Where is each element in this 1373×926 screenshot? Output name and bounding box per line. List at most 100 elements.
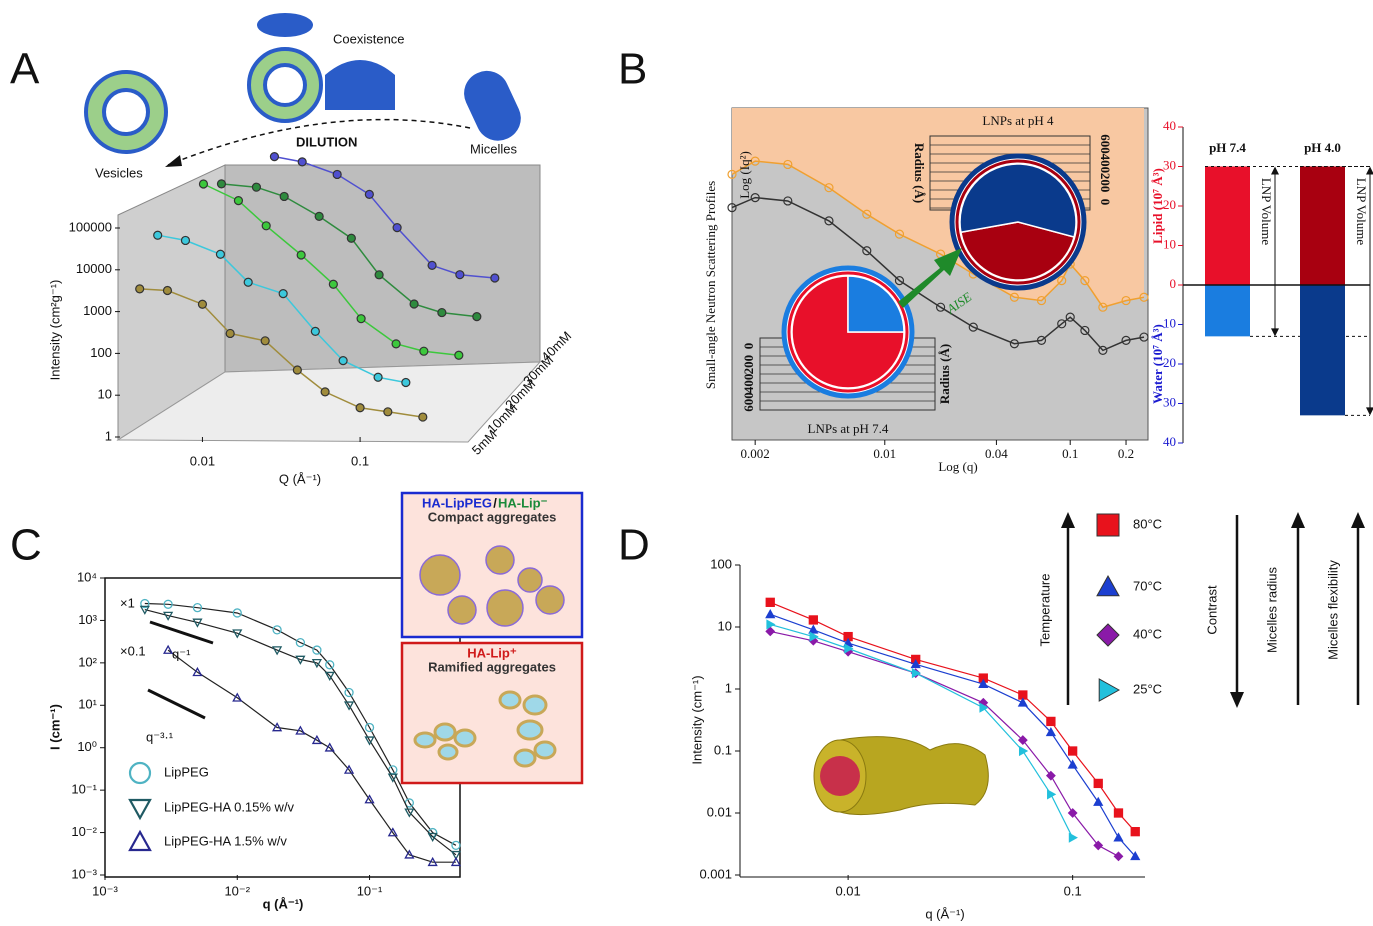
y-tick-label: 0.1 <box>714 742 732 757</box>
annotation: DILUTION <box>296 134 357 149</box>
x-tick-label: 10⁻¹ <box>357 883 383 898</box>
marker <box>473 313 481 321</box>
annotation: q⁻¹ <box>172 646 191 661</box>
marker <box>1114 809 1122 817</box>
arrow-head <box>1366 407 1373 415</box>
x-tick-label: 0.1 <box>351 453 369 468</box>
annotation: Vesicles <box>95 165 143 180</box>
radius-tick-label: 600 <box>1098 134 1113 154</box>
marker <box>293 366 301 374</box>
series-line <box>770 631 1118 856</box>
annotation: Micelles radius <box>1264 567 1279 653</box>
annotation: Temperature <box>1037 574 1052 647</box>
series-line <box>770 614 1135 856</box>
x-tick-label: 0.1 <box>1062 446 1078 461</box>
annotation: Log (Iq²) <box>737 151 752 199</box>
annotation: ×0.1 <box>120 643 146 658</box>
x-axis-label: q (Å⁻¹) <box>925 906 964 921</box>
x-tick-label: 0.01 <box>873 446 896 461</box>
radius-tick-label: 200 <box>741 355 756 375</box>
marker <box>311 327 319 335</box>
marker <box>261 337 269 345</box>
marker <box>491 274 499 282</box>
radius-label: Radius (Å) <box>912 143 927 203</box>
y-tick-label: 10³ <box>78 612 97 627</box>
y-tick-label: 10² <box>78 654 97 669</box>
marker <box>315 212 323 220</box>
x-tick-label: 0.04 <box>985 446 1008 461</box>
marker <box>1094 798 1102 805</box>
inset-compact: HA-LipPEG / HA-Lip⁻ Compact aggregates <box>402 493 582 637</box>
marker <box>428 261 436 269</box>
radius-tick-label: 600 <box>741 392 756 412</box>
marker <box>438 309 446 317</box>
marker <box>279 290 287 298</box>
y-axis-label: I (cm⁻¹) <box>47 704 62 750</box>
arrow-head <box>165 155 182 167</box>
pie-title: LNPs at pH 4 <box>982 113 1054 128</box>
y-tick-label: 10 <box>718 618 732 633</box>
y-tick-label: 100000 <box>69 219 112 234</box>
bar <box>1205 285 1250 336</box>
x-tick-label: 0.01 <box>190 453 215 468</box>
y-tick-label: 10⁴ <box>77 569 97 584</box>
radius-tick-label: 0 <box>741 343 756 350</box>
x-axis-label: Q (Å⁻¹) <box>279 471 321 486</box>
marker <box>1069 761 1077 768</box>
y-axis-label: Small-angle Neutron Scattering Profiles <box>703 181 718 389</box>
marker <box>1097 624 1119 646</box>
back-wall <box>225 165 540 372</box>
y-axis-label: Lipid (10⁷ Å³) <box>1150 168 1165 244</box>
marker <box>766 598 774 606</box>
bar <box>1300 285 1345 415</box>
x-tick-label: 0.002 <box>741 446 770 461</box>
marker <box>347 234 355 242</box>
marker <box>252 183 260 191</box>
category-label: pH 7.4 <box>1209 140 1246 155</box>
marker <box>280 192 288 200</box>
y-tick-label: 10000 <box>76 261 112 276</box>
marker <box>321 388 329 396</box>
radius-label: Radius (Å) <box>937 344 952 404</box>
annotation: Coexistence <box>333 31 405 46</box>
y-tick-label: 10⁻³ <box>71 866 97 881</box>
arrow-head <box>1271 328 1279 336</box>
marker <box>1069 834 1076 842</box>
marker <box>1094 779 1102 787</box>
marker <box>374 373 382 381</box>
inset-ramified: HA-Lip⁺ Ramified aggregates <box>402 643 582 783</box>
pie-title: LNPs at pH 7.4 <box>808 421 889 436</box>
marker <box>809 616 817 624</box>
marker <box>1019 699 1027 706</box>
y-tick-label: 0.01 <box>707 804 732 819</box>
legend-label: LipPEG <box>164 764 209 779</box>
radius-tick-label: 0 <box>1098 199 1113 206</box>
marker <box>181 236 189 244</box>
panel-label: B <box>618 45 647 94</box>
radius-tick-label: 200 <box>1098 173 1113 193</box>
marker <box>1097 576 1119 596</box>
y-tick-label: 10 <box>98 387 112 402</box>
inset-title: / <box>493 495 497 510</box>
legend-label: 80°C <box>1133 516 1162 531</box>
marker <box>1114 834 1122 841</box>
marker <box>384 408 392 416</box>
inset-title: HA-Lip⁺ <box>467 645 517 660</box>
legend-label: 40°C <box>1133 626 1162 641</box>
marker <box>297 251 305 259</box>
annotation: Micelles flexibility <box>1325 560 1340 660</box>
marker <box>136 285 144 293</box>
marker <box>455 351 463 359</box>
y-tick-label: 1 <box>725 680 732 695</box>
y-tick-label: 10⁻² <box>71 824 97 839</box>
panel-label: A <box>10 45 40 94</box>
marker <box>1131 828 1139 836</box>
y2-tick-label: 40 <box>1163 434 1176 449</box>
marker <box>1114 852 1122 860</box>
y-tick-label: 10⁰ <box>77 739 97 754</box>
y-tick-label: 0 <box>1170 276 1177 291</box>
y-tick-label: 100 <box>710 556 732 571</box>
marker <box>226 329 234 337</box>
marker <box>339 357 347 365</box>
y-tick-label: 10⁻¹ <box>71 782 97 797</box>
